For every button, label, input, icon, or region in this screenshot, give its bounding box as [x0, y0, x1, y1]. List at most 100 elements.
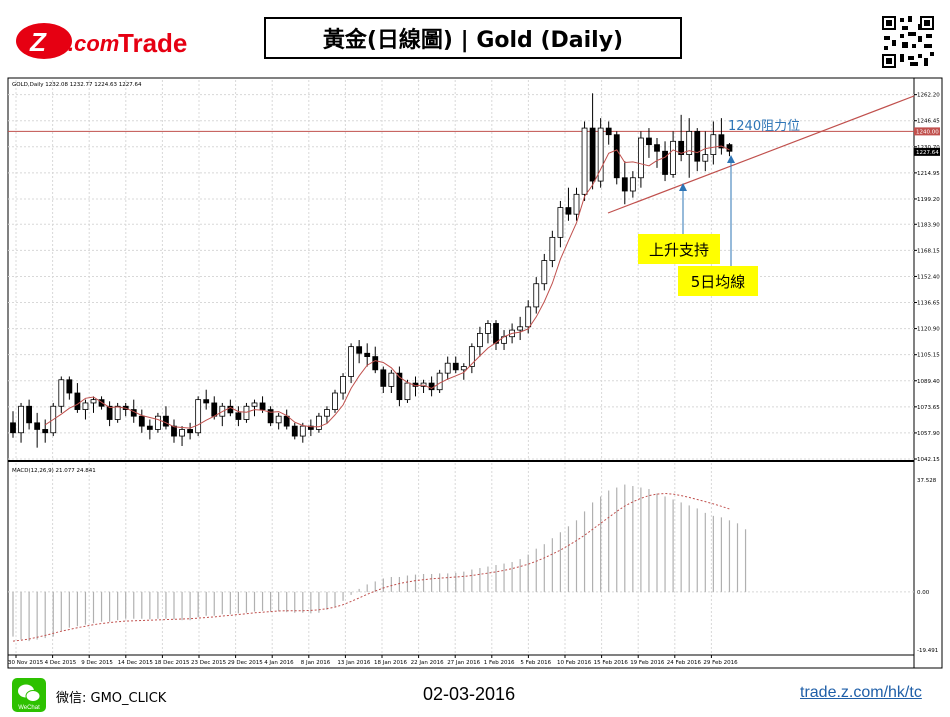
ma5-line [44, 145, 730, 429]
price-label-text: 1240.00 [916, 129, 939, 135]
chart-frame [7, 77, 943, 669]
logo-letter-z: Z [29, 27, 47, 57]
candle-body [388, 372, 395, 387]
wechat-icon: WeChat [12, 678, 46, 712]
candle-body [597, 127, 604, 182]
candle-body [307, 425, 314, 430]
candle-body [557, 207, 564, 238]
candle-body [275, 415, 282, 424]
candle-body [171, 425, 177, 437]
candle-body [74, 392, 81, 410]
candle-body [468, 346, 475, 367]
candle-body [42, 429, 49, 434]
candle-body [163, 415, 169, 427]
candle-body [235, 412, 242, 420]
candle-body [82, 402, 89, 410]
website-link[interactable]: trade.z.com/hk/tc [800, 684, 922, 701]
price-tick-label: 1214.95 [917, 171, 940, 177]
price-label-box [914, 127, 940, 136]
price-tick-label: 1089.40 [917, 379, 940, 385]
macd-tick-label: -19.491 [917, 648, 938, 654]
candle-body [686, 130, 693, 155]
time-tick-label: 18 Dec 2015 [154, 660, 190, 666]
candle-body [146, 425, 153, 430]
candle-body [348, 346, 355, 377]
wechat-id: 微信: GMO_CLICK [56, 691, 167, 706]
time-tick-label: 4 Dec 2015 [45, 660, 77, 666]
price-tick-label: 1073.65 [917, 405, 940, 411]
candle-body [90, 399, 97, 404]
qr-code-icon [880, 14, 936, 70]
price-tick-label: 1199.20 [917, 197, 940, 203]
price-tick-label: 1152.40 [917, 274, 940, 280]
support-trend-line [607, 95, 915, 214]
price-label-text: 1227.64 [916, 150, 939, 156]
candle-body [525, 306, 532, 328]
candle-body [613, 134, 620, 179]
time-tick-label: 27 Jan 2016 [447, 660, 480, 666]
zcom-trade-logo: Z .com Trade [12, 20, 212, 70]
page-title: 黃金(日線圖) | Gold (Daily) [264, 17, 682, 59]
price-axis-ticks: 1262.20 1246.45 1230.70 1214.95 1199.20 1183.… [914, 93, 940, 654]
candle-body [203, 399, 210, 404]
candle-body [396, 372, 403, 401]
candle-body [106, 405, 113, 420]
candle-body [549, 236, 556, 261]
resistance-annotation: 1240阻力位 [728, 119, 800, 134]
candle-body [436, 372, 443, 391]
candle-body [315, 415, 322, 430]
candle-body [259, 402, 266, 410]
logo-trade-text: Trade [118, 28, 187, 58]
candle-body [581, 127, 588, 195]
candle-body [629, 177, 636, 192]
logo-com-text: .com [68, 31, 119, 56]
candle-body [517, 326, 524, 331]
macd-histogram [12, 484, 747, 642]
candle-body [726, 144, 733, 152]
report-date: 02-03-2016 [423, 684, 516, 704]
candle-body [646, 137, 652, 146]
candlesticks [10, 93, 733, 448]
time-tick-label: 13 Jan 2016 [337, 660, 370, 666]
candle-body [10, 422, 16, 434]
candle-body [187, 429, 194, 434]
macd-tick-label: 37.528 [917, 478, 937, 484]
candle-body [227, 405, 234, 414]
ma-annotation: 5日均線 [691, 273, 746, 291]
candle-body [541, 260, 548, 285]
candle-body [324, 409, 330, 417]
candle-body [493, 323, 499, 344]
price-tick-label: 1230.70 [917, 145, 940, 151]
candle-body [299, 425, 306, 437]
ma-annotation-box [678, 266, 758, 296]
candle-body [694, 130, 701, 162]
candle-body [718, 134, 725, 149]
candle-body [291, 425, 298, 437]
candle-body [211, 402, 218, 417]
time-tick-label: 14 Dec 2015 [118, 660, 154, 666]
time-tick-label: 19 Feb 2016 [630, 660, 665, 666]
candle-body [444, 362, 451, 374]
candle-body [66, 379, 73, 394]
candle-body [404, 382, 411, 401]
time-tick-label: 10 Feb 2016 [557, 660, 592, 666]
price-tick-label: 1057.90 [917, 431, 940, 437]
candle-body [621, 177, 628, 192]
time-tick-label: 30 Nov 2015 [8, 660, 44, 666]
time-tick-label: 23 Dec 2015 [191, 660, 227, 666]
candle-body [589, 127, 596, 182]
time-tick-label: 8 Jan 2016 [301, 660, 331, 666]
price-tick-label: 1262.20 [917, 93, 940, 99]
candle-body [114, 405, 121, 420]
candle-body [98, 399, 105, 407]
macd-tick-label: 0.00 [917, 590, 930, 596]
time-tick-label: 9 Dec 2015 [81, 660, 113, 666]
candle-body [138, 415, 145, 427]
wechat-badge-text: WeChat [18, 705, 40, 711]
candle-body [485, 323, 491, 334]
candle-body [573, 193, 580, 215]
candle-body [364, 352, 371, 357]
price-axis-labels: 1240.00 1227.64 [914, 127, 940, 156]
candle-body [58, 379, 65, 407]
